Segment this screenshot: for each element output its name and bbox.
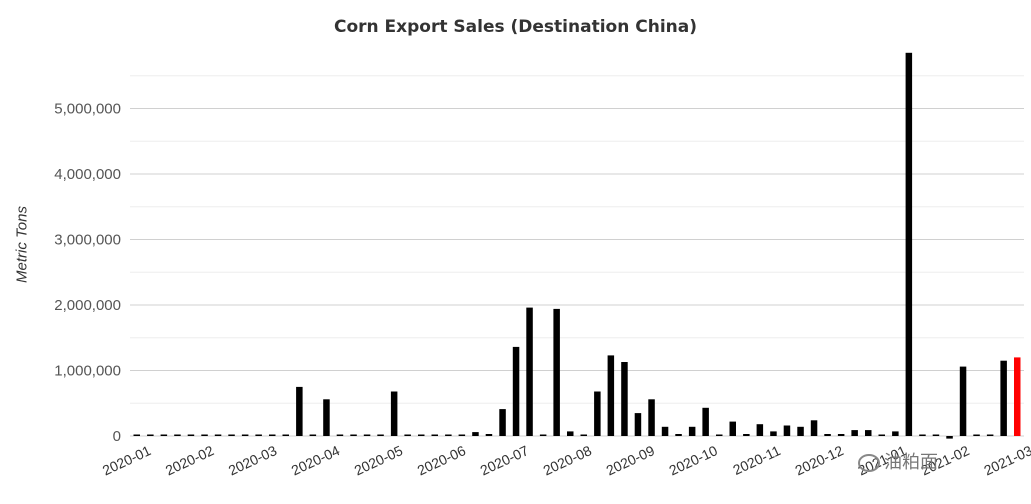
bar [296,386,303,436]
bar [133,434,140,436]
bar [702,407,709,436]
bar [363,434,371,436]
bar [228,434,235,436]
bar [865,430,872,436]
bar [472,432,479,436]
y-tick-label: 4,000,000 [54,166,121,183]
bar [688,426,696,436]
y-tick-label: 1,000,000 [54,363,121,380]
bar [905,52,913,437]
bar [526,307,533,436]
watermark: 油粕面 [858,448,938,474]
bar [756,424,764,436]
bar [837,434,845,436]
bar [445,434,452,436]
bar [309,434,317,436]
bar [675,434,682,436]
watermark-text: 油粕面 [884,452,938,472]
y-tick-label: 0 [113,428,121,445]
bar [499,409,506,436]
bar [851,430,858,436]
bar [973,434,980,436]
x-tick-label: 2020-01 [100,442,154,478]
bar [607,355,615,436]
bar [797,426,804,436]
x-tick-label: 2020-10 [667,442,721,478]
bar [377,434,384,436]
y-tick-label: 3,000,000 [54,232,121,249]
bar [255,434,262,436]
bar [634,413,642,436]
bar [986,434,994,436]
x-tick-label: 2020-12 [792,442,846,478]
x-tick-label: 2021-03 [981,442,1031,478]
bar [810,420,818,436]
bar [946,436,953,439]
y-tick-label: 5,000,000 [54,101,121,118]
bar [404,434,411,436]
x-tick-label: 2020-11 [730,442,783,478]
bar [770,431,777,436]
bar [716,434,723,436]
bar [160,434,168,436]
bar [512,346,520,436]
bar [269,434,276,436]
wechat-icon [858,454,880,473]
bar [919,434,926,436]
bar [187,434,195,436]
x-tick-label: 2020-09 [604,442,658,478]
y-tick-label: 2,000,000 [54,297,121,314]
bar [214,434,222,436]
bar [282,434,289,436]
bar [932,434,940,436]
bar [892,431,899,436]
chart-title: Corn Export Sales (Destination China) [334,17,697,37]
bar [783,425,791,436]
x-tick-label: 2020-03 [226,442,280,478]
bar [174,434,181,436]
bar [336,434,344,436]
bar [580,434,587,436]
bar [418,434,425,436]
x-tick-label: 2020-02 [163,442,217,478]
bar [878,434,885,436]
x-tick-label: 2020-07 [478,442,532,478]
x-tick-label: 2020-04 [289,442,343,478]
bar [201,434,208,436]
bar [431,434,438,436]
bar [648,399,655,436]
bar [729,421,736,436]
x-tick-label: 2020-06 [415,442,469,478]
bar [323,399,330,436]
bars [133,52,1021,439]
bar [567,431,574,436]
bar [147,434,154,436]
bar [1000,360,1007,436]
bar [350,434,357,436]
bar [485,434,493,436]
bar [458,434,466,436]
bar [743,434,750,436]
bar [621,362,628,436]
x-tick-label: 2020-08 [541,442,595,478]
bar [959,366,967,436]
gridlines [130,75,1024,437]
y-axis-ticks: 0 1,000,000 2,000,000 3,000,000 4,000,000 5,0… [54,101,121,446]
x-tick-label: 2020-05 [352,442,406,478]
bar-highlight [1014,357,1021,436]
bar [661,426,669,436]
bar [824,434,831,436]
bar [539,434,547,436]
bar [594,391,601,436]
bar [390,391,398,436]
bar [241,434,249,436]
bar [553,308,560,436]
